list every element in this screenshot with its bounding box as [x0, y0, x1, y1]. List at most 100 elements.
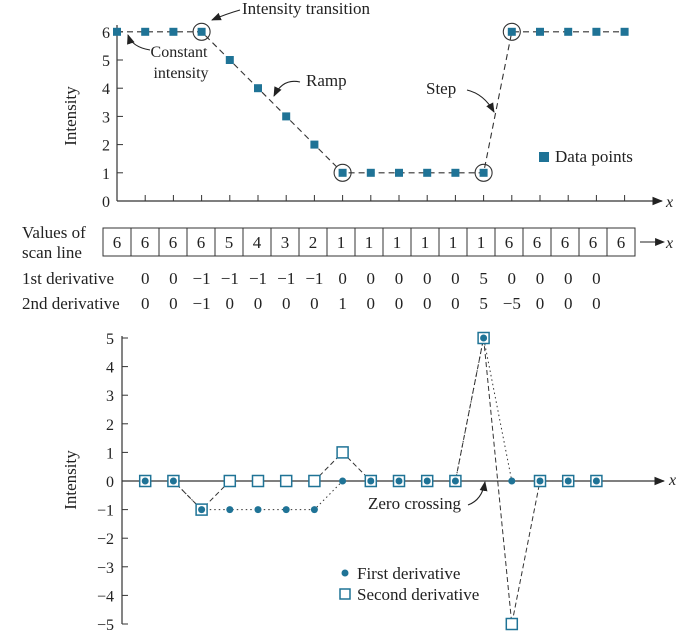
first-derivative-value: 0	[169, 269, 178, 288]
legend-swatch-second-derivative	[339, 588, 351, 600]
second-derivative-point	[505, 617, 519, 631]
scan-line-value: 1	[393, 233, 402, 252]
scan-line-value: 6	[141, 233, 150, 252]
first-derivative-point	[254, 506, 262, 514]
first-derivative-point	[395, 477, 403, 485]
scan-line-value: 6	[113, 233, 122, 252]
scan-line-cell	[382, 227, 412, 257]
first-derivative-value: 0	[592, 269, 601, 288]
top-data-point	[395, 168, 403, 177]
legend-label-data-points: Data points	[555, 147, 633, 166]
first-derivative-line	[145, 337, 597, 511]
annotation-ramp: Ramp	[306, 71, 347, 90]
first-derivative-point	[536, 477, 544, 485]
scan-line-value: 6	[533, 233, 542, 252]
scan-line-value: 4	[253, 233, 262, 252]
first-derivative-value: 0	[338, 269, 347, 288]
transition-circle	[192, 22, 211, 41]
bottom-y-tick-label: −3	[97, 560, 114, 577]
scan-line-value: 6	[505, 233, 514, 252]
scan-line-row-label: Values of scan line	[22, 223, 90, 262]
first-derivative-point	[423, 477, 431, 485]
first-derivative-point	[480, 334, 488, 342]
second-derivative-value: 0	[367, 294, 376, 313]
top-data-point	[507, 27, 516, 36]
scan-line-value: 5	[225, 233, 234, 252]
first-derivative-point	[198, 506, 206, 514]
top-x-axis-label: x	[665, 194, 673, 211]
top-data-point	[282, 112, 291, 121]
second-derivative-value: −1	[193, 294, 211, 313]
second-derivative-value: 0	[254, 294, 263, 313]
first-derivative-value: 0	[508, 269, 517, 288]
top-data-point	[536, 27, 544, 36]
scan-line-value: 1	[477, 233, 486, 252]
bottom-y-tick-label: −1	[97, 503, 114, 520]
transition-circle	[502, 22, 521, 41]
first-derivative-point	[169, 477, 177, 485]
top-data-point	[479, 168, 488, 177]
first-derivative-value: 5	[479, 269, 488, 288]
scan-line-cell	[410, 227, 440, 257]
top-y-axis-title: Intensity	[61, 86, 80, 146]
first-derivative-value: 0	[564, 269, 573, 288]
scan-line-value: 6	[197, 233, 206, 252]
scan-line-cell	[494, 227, 524, 257]
scan-line-value: 1	[449, 233, 458, 252]
first-derivative-value: 0	[423, 269, 432, 288]
second-derivative-value: 5	[479, 294, 488, 313]
scan-line-cell	[466, 227, 496, 257]
bottom-y-tick-label: 5	[106, 331, 114, 348]
first-derivative-point	[310, 506, 318, 514]
scan-line-cell	[214, 227, 244, 257]
second-derivative-value: 0	[169, 294, 178, 313]
first-derivative-value: 0	[536, 269, 545, 288]
scan-line-cell	[186, 227, 216, 257]
top-chart: Intensity 0 1 2 3 4 5 6 x Intensity transition…	[61, 0, 673, 211]
top-data-point	[254, 84, 262, 93]
second-derivative-value: 0	[141, 294, 150, 313]
first-derivative-value: −1	[221, 269, 239, 288]
transition-circle	[474, 163, 493, 182]
bottom-y-tick-label: −2	[97, 531, 114, 548]
top-legend: Data points	[539, 147, 633, 166]
second-derivative-value: 0	[282, 294, 291, 313]
scan-line-cell	[326, 227, 356, 257]
legend-swatch-data-points	[539, 152, 549, 162]
first-derivative-point	[451, 477, 459, 485]
second-derivative-point	[308, 474, 321, 488]
annotation-intensity-transition: Intensity transition	[242, 0, 370, 18]
top-data-point	[564, 27, 573, 36]
bottom-y-axis-title: Intensity	[61, 450, 80, 510]
first-derivative-row-label: 1st derivative	[22, 269, 114, 288]
top-y-tick-label: 5	[102, 53, 110, 70]
first-derivative-point	[564, 477, 572, 485]
bottom-data-series	[138, 331, 603, 631]
first-derivative-value: 0	[141, 269, 150, 288]
bottom-legend: First derivative Second derivative	[339, 564, 479, 604]
scan-line-value: 6	[169, 233, 178, 252]
top-annotations: Intensity transition Constant intensity …	[127, 0, 495, 113]
first-derivative-point	[339, 477, 347, 485]
top-data-point	[338, 168, 347, 177]
bottom-chart: Intensity −5 −4 −3 −2 −1 0 1 2 3 4 5 x Zero crossi…	[61, 331, 676, 634]
bottom-y-tick-label: 0	[106, 474, 114, 491]
top-data-point	[310, 140, 319, 149]
scan-line-cell	[354, 227, 384, 257]
top-data-point	[169, 27, 178, 36]
first-derivative-point	[282, 506, 290, 514]
top-data-point	[225, 56, 234, 64]
legend-swatch-first-derivative	[341, 569, 349, 577]
top-data-point	[451, 168, 460, 177]
scan-line-cell	[606, 227, 636, 257]
scan-line-cell	[298, 227, 328, 257]
scan-line-value: 6	[617, 233, 626, 252]
scan-line-cell	[522, 227, 552, 257]
second-derivative-point	[223, 474, 237, 488]
second-derivative-point	[279, 474, 293, 488]
scan-line-cell	[270, 227, 300, 257]
bottom-y-tick-label: 1	[106, 445, 114, 462]
annotation-step: Step	[426, 79, 456, 98]
